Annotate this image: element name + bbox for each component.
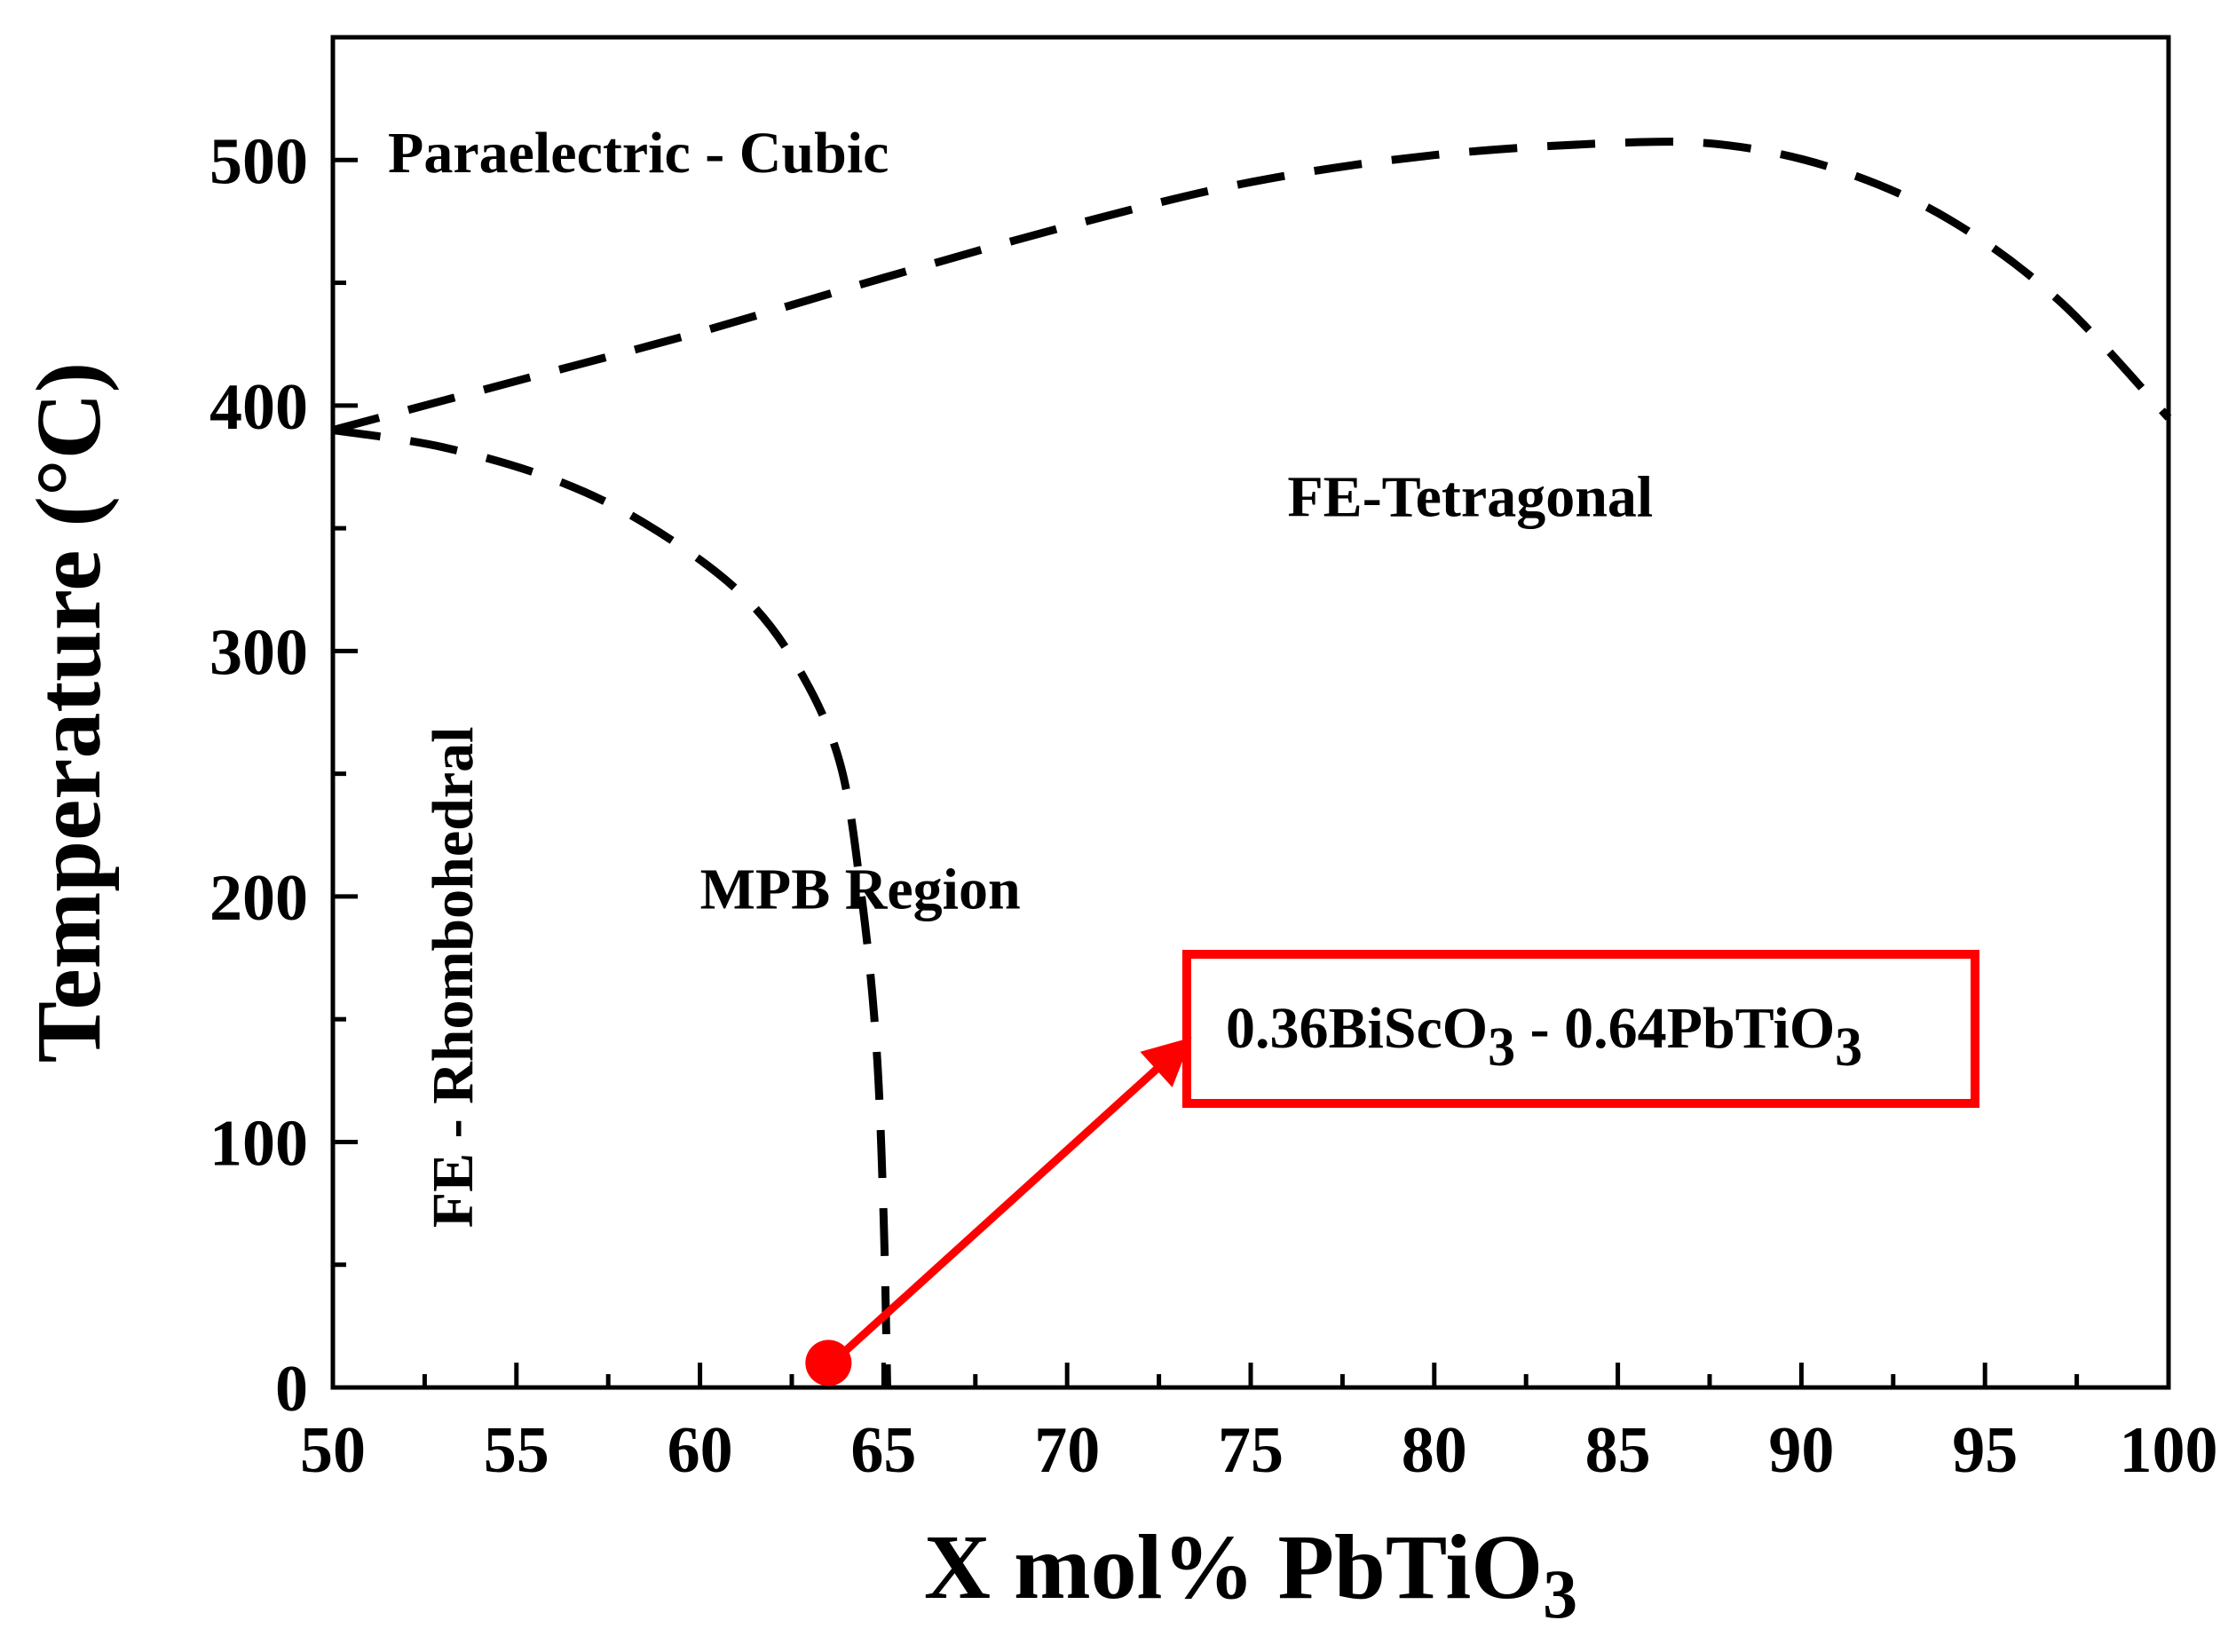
annotation-subscript: 3 [1488,1017,1515,1078]
x-tick-label: 100 [2120,1414,2218,1487]
annotation-text-part: - 0.64PbTiO [1515,996,1835,1061]
annotation-box [1181,950,1979,1108]
label-paraelectric-cubic: Paraelectric - Cubic [388,121,889,186]
label-mpb-region: MPB Region [700,858,1021,922]
annotation-label: 0.36BiScO3 - 0.64PbTiO3 [1226,996,1862,1078]
x-axis-title: X mol% PbTiO3 [924,1516,1577,1632]
x-tick-label: 85 [1585,1414,1651,1487]
x-tick-label: 70 [1034,1414,1100,1487]
x-axis-title-subscript: 3 [1543,1555,1577,1632]
annotation-arrow [829,1037,1192,1366]
x-axis-title-main: X mol% PbTiO [924,1516,1543,1618]
y-tick-label: 500 [209,125,308,198]
annotation-subscript: 3 [1835,1017,1862,1078]
label-fe-tetragonal: FE-Tetragonal [1287,464,1653,529]
x-tick-label: 80 [1402,1414,1467,1487]
x-tick-label: 95 [1952,1414,2018,1487]
y-tick-label: 300 [209,616,308,689]
x-tick-label: 75 [1218,1414,1284,1487]
x-tick-label: 55 [484,1414,549,1487]
y-tick-label: 0 [275,1353,308,1426]
y-tick-label: 400 [209,371,308,444]
y-axis-title: Temperature (°C) [18,362,120,1063]
curie-boundary-curve [331,138,2172,434]
x-tick-label: 60 [668,1414,733,1487]
annotation-text-part: 0.36BiScO [1226,996,1488,1061]
label-fe-rhombohedral: FE - Rhombohedral [421,727,486,1229]
y-tick-label: 100 [209,1107,308,1180]
mpb-boundary-curve [332,426,891,1388]
composition-point [805,1340,852,1387]
y-tick-label: 200 [209,862,308,935]
plot-frame [330,35,2171,1390]
x-tick-label: 50 [300,1414,366,1487]
x-tick-label: 65 [850,1414,916,1487]
x-tick-label: 90 [1768,1414,1834,1487]
